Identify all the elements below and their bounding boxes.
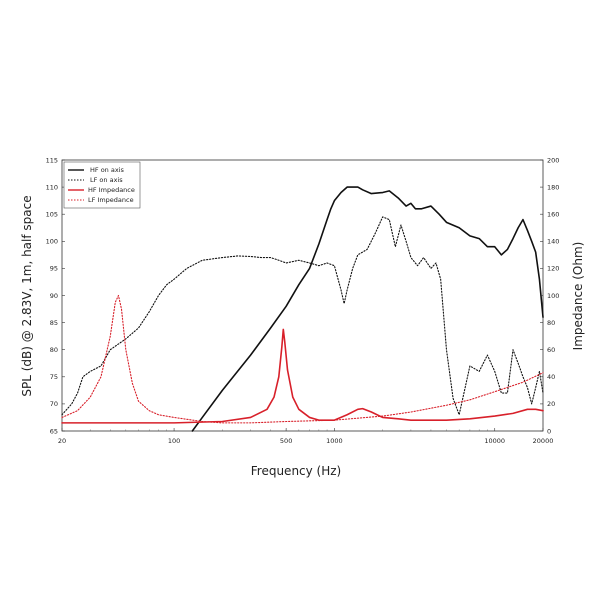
y-tick-label-4: 85 xyxy=(50,319,58,327)
series-line-lf-impedance xyxy=(61,294,544,424)
y2-tick-label-6: 120 xyxy=(547,265,559,273)
y-tick-label-10: 115 xyxy=(46,156,58,164)
y-tick-label-1: 70 xyxy=(50,400,58,408)
y-tick-label-5: 90 xyxy=(50,292,58,300)
series-line-lf-on-axis xyxy=(61,216,544,416)
x-tick-label-1: 100 xyxy=(168,437,180,445)
series-layer xyxy=(61,186,544,432)
x-tick-label-3: 1000 xyxy=(326,437,343,445)
y2-tick-label-3: 60 xyxy=(547,346,555,354)
y2-tick-label-1: 20 xyxy=(547,400,555,408)
y2-tick-label-10: 200 xyxy=(547,156,559,164)
y2-tick-label-0: 0 xyxy=(547,427,551,435)
y-tick-label-7: 100 xyxy=(46,238,58,246)
y2-tick-label-2: 40 xyxy=(547,373,555,381)
y2-tick-label-8: 160 xyxy=(547,211,559,219)
y2-axis-label: Impedance (Ohm) xyxy=(571,242,585,351)
x-tick-label-5: 20000 xyxy=(533,437,554,445)
series-line-hf-on-axis xyxy=(191,186,544,432)
y2-tick-label-7: 140 xyxy=(547,238,559,246)
y2-tick-labels: 0 20 40 60 80 100 120 140 160 180 200 xyxy=(540,156,559,435)
y-tick-label-2: 75 xyxy=(50,373,58,381)
y2-tick-label-4: 80 xyxy=(547,319,555,327)
y-tick-label-6: 95 xyxy=(50,265,58,273)
legend: HF on axis LF on axis HF Impedance LF Im… xyxy=(63,161,141,209)
y-tick-label-0: 65 xyxy=(50,427,58,435)
y-tick-labels: 65 70 75 80 85 90 95 100 105 110 115 xyxy=(46,156,65,435)
y-axis-label: SPL (dB) @ 2.83V, 1m, half space xyxy=(20,195,34,396)
y-tick-label-8: 105 xyxy=(46,211,58,219)
x-tick-labels: 20 100 500 1000 10000 20000 xyxy=(58,428,553,445)
x-tick-label-0: 20 xyxy=(58,437,66,445)
y-tick-label-9: 110 xyxy=(46,183,58,191)
legend-label-lf-impedance: LF Impedance xyxy=(88,196,134,204)
x-tick-label-2: 500 xyxy=(280,437,292,445)
legend-label-hf-on-axis: HF on axis xyxy=(90,166,124,174)
x-tick-label-4: 10000 xyxy=(484,437,505,445)
x-axis-label: Frequency (Hz) xyxy=(251,464,342,478)
legend-label-lf-on-axis: LF on axis xyxy=(90,176,123,184)
y-tick-label-3: 80 xyxy=(50,346,58,354)
y2-tick-label-5: 100 xyxy=(547,292,559,300)
y2-tick-label-9: 180 xyxy=(547,183,559,191)
legend-label-hf-impedance: HF Impedance xyxy=(88,186,135,194)
